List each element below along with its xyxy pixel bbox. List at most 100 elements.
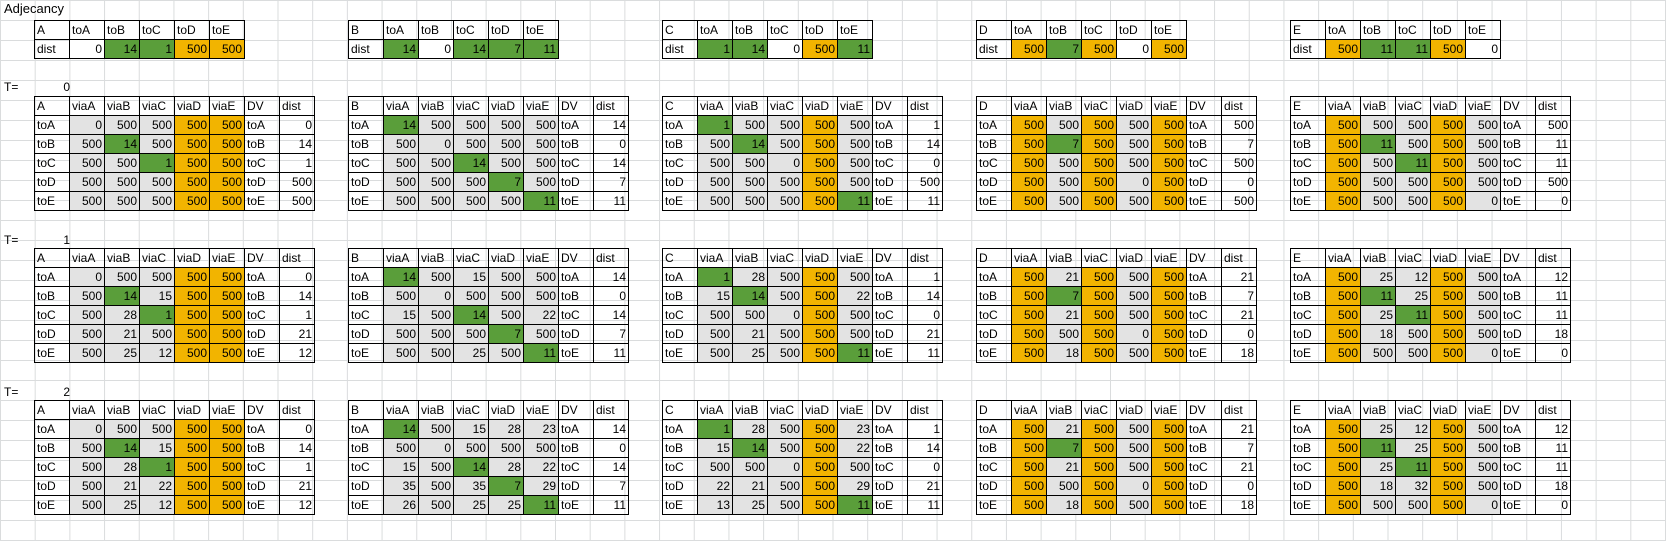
row-label[interactable]: toC [976,305,1012,325]
via-cell[interactable]: 500 [1465,324,1501,344]
via-cell[interactable]: 500 [732,115,768,135]
via-cell[interactable]: 1 [697,115,733,135]
column-header[interactable]: viaB [1360,400,1396,420]
row-label[interactable]: toA [348,115,384,135]
column-header[interactable]: viaC [1081,400,1117,420]
row-label[interactable]: toB [34,438,70,458]
via-cell[interactable]: 1 [139,153,175,173]
dv-cell[interactable]: toB [244,134,280,154]
dist-cell[interactable]: 0 [1221,172,1257,192]
column-header[interactable]: viaA [69,400,105,420]
via-cell[interactable]: 25 [1395,438,1431,458]
via-cell[interactable]: 500 [69,457,105,477]
via-cell[interactable]: 500 [1046,476,1082,496]
via-cell[interactable]: 500 [802,324,838,344]
via-cell[interactable]: 500 [1081,191,1117,211]
dist-cell[interactable]: 7 [593,476,629,496]
via-cell[interactable]: 500 [104,153,140,173]
dist-cell[interactable]: 11 [907,495,943,515]
dv-cell[interactable]: toA [1500,267,1536,287]
row-label[interactable]: toC [348,305,384,325]
via-cell[interactable]: 500 [523,134,559,154]
row-label[interactable]: toC [34,457,70,477]
via-cell[interactable]: 500 [1430,286,1466,306]
via-cell[interactable]: 12 [139,343,175,363]
column-header[interactable]: viaD [1430,248,1466,268]
via-cell[interactable]: 500 [767,267,803,287]
via-cell[interactable]: 500 [1011,495,1047,515]
dv-cell[interactable]: toB [558,286,594,306]
via-cell[interactable]: 500 [802,267,838,287]
node-header[interactable]: D [976,248,1012,268]
column-header[interactable]: dist [279,96,315,116]
dv-cell[interactable]: toC [1186,457,1222,477]
via-cell[interactable]: 500 [209,115,245,135]
via-cell[interactable]: 15 [453,419,489,439]
row-label[interactable]: toA [662,267,698,287]
column-header[interactable]: viaC [767,248,803,268]
row-label[interactable]: toA [34,267,70,287]
via-cell[interactable]: 500 [1046,172,1082,192]
via-cell[interactable]: 500 [1325,191,1361,211]
column-header[interactable]: toC [1395,20,1431,40]
via-cell[interactable]: 500 [139,172,175,192]
via-cell[interactable]: 1 [139,457,175,477]
via-cell[interactable]: 500 [1465,134,1501,154]
node-header[interactable]: D [976,400,1012,420]
dv-cell[interactable]: toB [1186,438,1222,458]
via-cell[interactable]: 500 [1116,495,1152,515]
column-header[interactable]: DV [558,96,594,116]
via-cell[interactable]: 25 [1360,457,1396,477]
dist-cell[interactable]: 14 [279,286,315,306]
dist-cell[interactable]: 14 [593,457,629,477]
dv-cell[interactable]: toB [244,286,280,306]
dv-cell[interactable]: toB [244,438,280,458]
via-cell[interactable]: 500 [802,172,838,192]
dist-cell[interactable]: 14 [593,267,629,287]
via-cell[interactable]: 500 [1325,305,1361,325]
row-label[interactable]: toB [976,438,1012,458]
via-cell[interactable]: 500 [209,134,245,154]
dist-cell[interactable]: 0 [1465,39,1501,59]
via-cell[interactable]: 7 [1046,286,1082,306]
via-cell[interactable]: 500 [802,134,838,154]
dist-cell[interactable]: 1 [697,39,733,59]
via-cell[interactable]: 500 [453,172,489,192]
via-cell[interactable]: 500 [1430,457,1466,477]
via-cell[interactable]: 32 [1395,476,1431,496]
via-cell[interactable]: 500 [1081,343,1117,363]
via-cell[interactable]: 0 [69,115,105,135]
dist-cell[interactable]: 18 [1535,476,1571,496]
column-header[interactable]: DV [872,400,908,420]
column-header[interactable]: dist [593,96,629,116]
dv-cell[interactable]: toD [244,476,280,496]
via-cell[interactable]: 500 [732,191,768,211]
dv-cell[interactable]: toD [1500,324,1536,344]
via-cell[interactable]: 500 [209,267,245,287]
via-cell[interactable]: 500 [523,267,559,287]
column-header[interactable]: viaB [104,96,140,116]
dv-cell[interactable]: toE [872,495,908,515]
column-header[interactable]: DV [1500,96,1536,116]
via-cell[interactable]: 500 [174,115,210,135]
dv-cell[interactable]: toC [1500,457,1536,477]
node-header[interactable]: A [34,400,70,420]
column-header[interactable]: viaD [1430,400,1466,420]
row-label[interactable]: dist [34,39,70,59]
column-header[interactable]: viaA [1011,248,1047,268]
via-cell[interactable]: 14 [383,267,419,287]
via-cell[interactable]: 7 [488,476,524,496]
via-cell[interactable]: 500 [1430,267,1466,287]
via-cell[interactable]: 23 [837,419,873,439]
via-cell[interactable]: 28 [104,457,140,477]
via-cell[interactable]: 12 [1395,419,1431,439]
dist-cell[interactable]: 7 [1221,438,1257,458]
via-cell[interactable]: 500 [1011,419,1047,439]
via-cell[interactable]: 500 [767,286,803,306]
dist-cell[interactable]: 500 [1011,39,1047,59]
dist-cell[interactable]: 0 [69,39,105,59]
via-cell[interactable]: 28 [488,419,524,439]
via-cell[interactable]: 0 [767,457,803,477]
column-header[interactable]: viaA [697,96,733,116]
via-cell[interactable]: 1 [697,267,733,287]
